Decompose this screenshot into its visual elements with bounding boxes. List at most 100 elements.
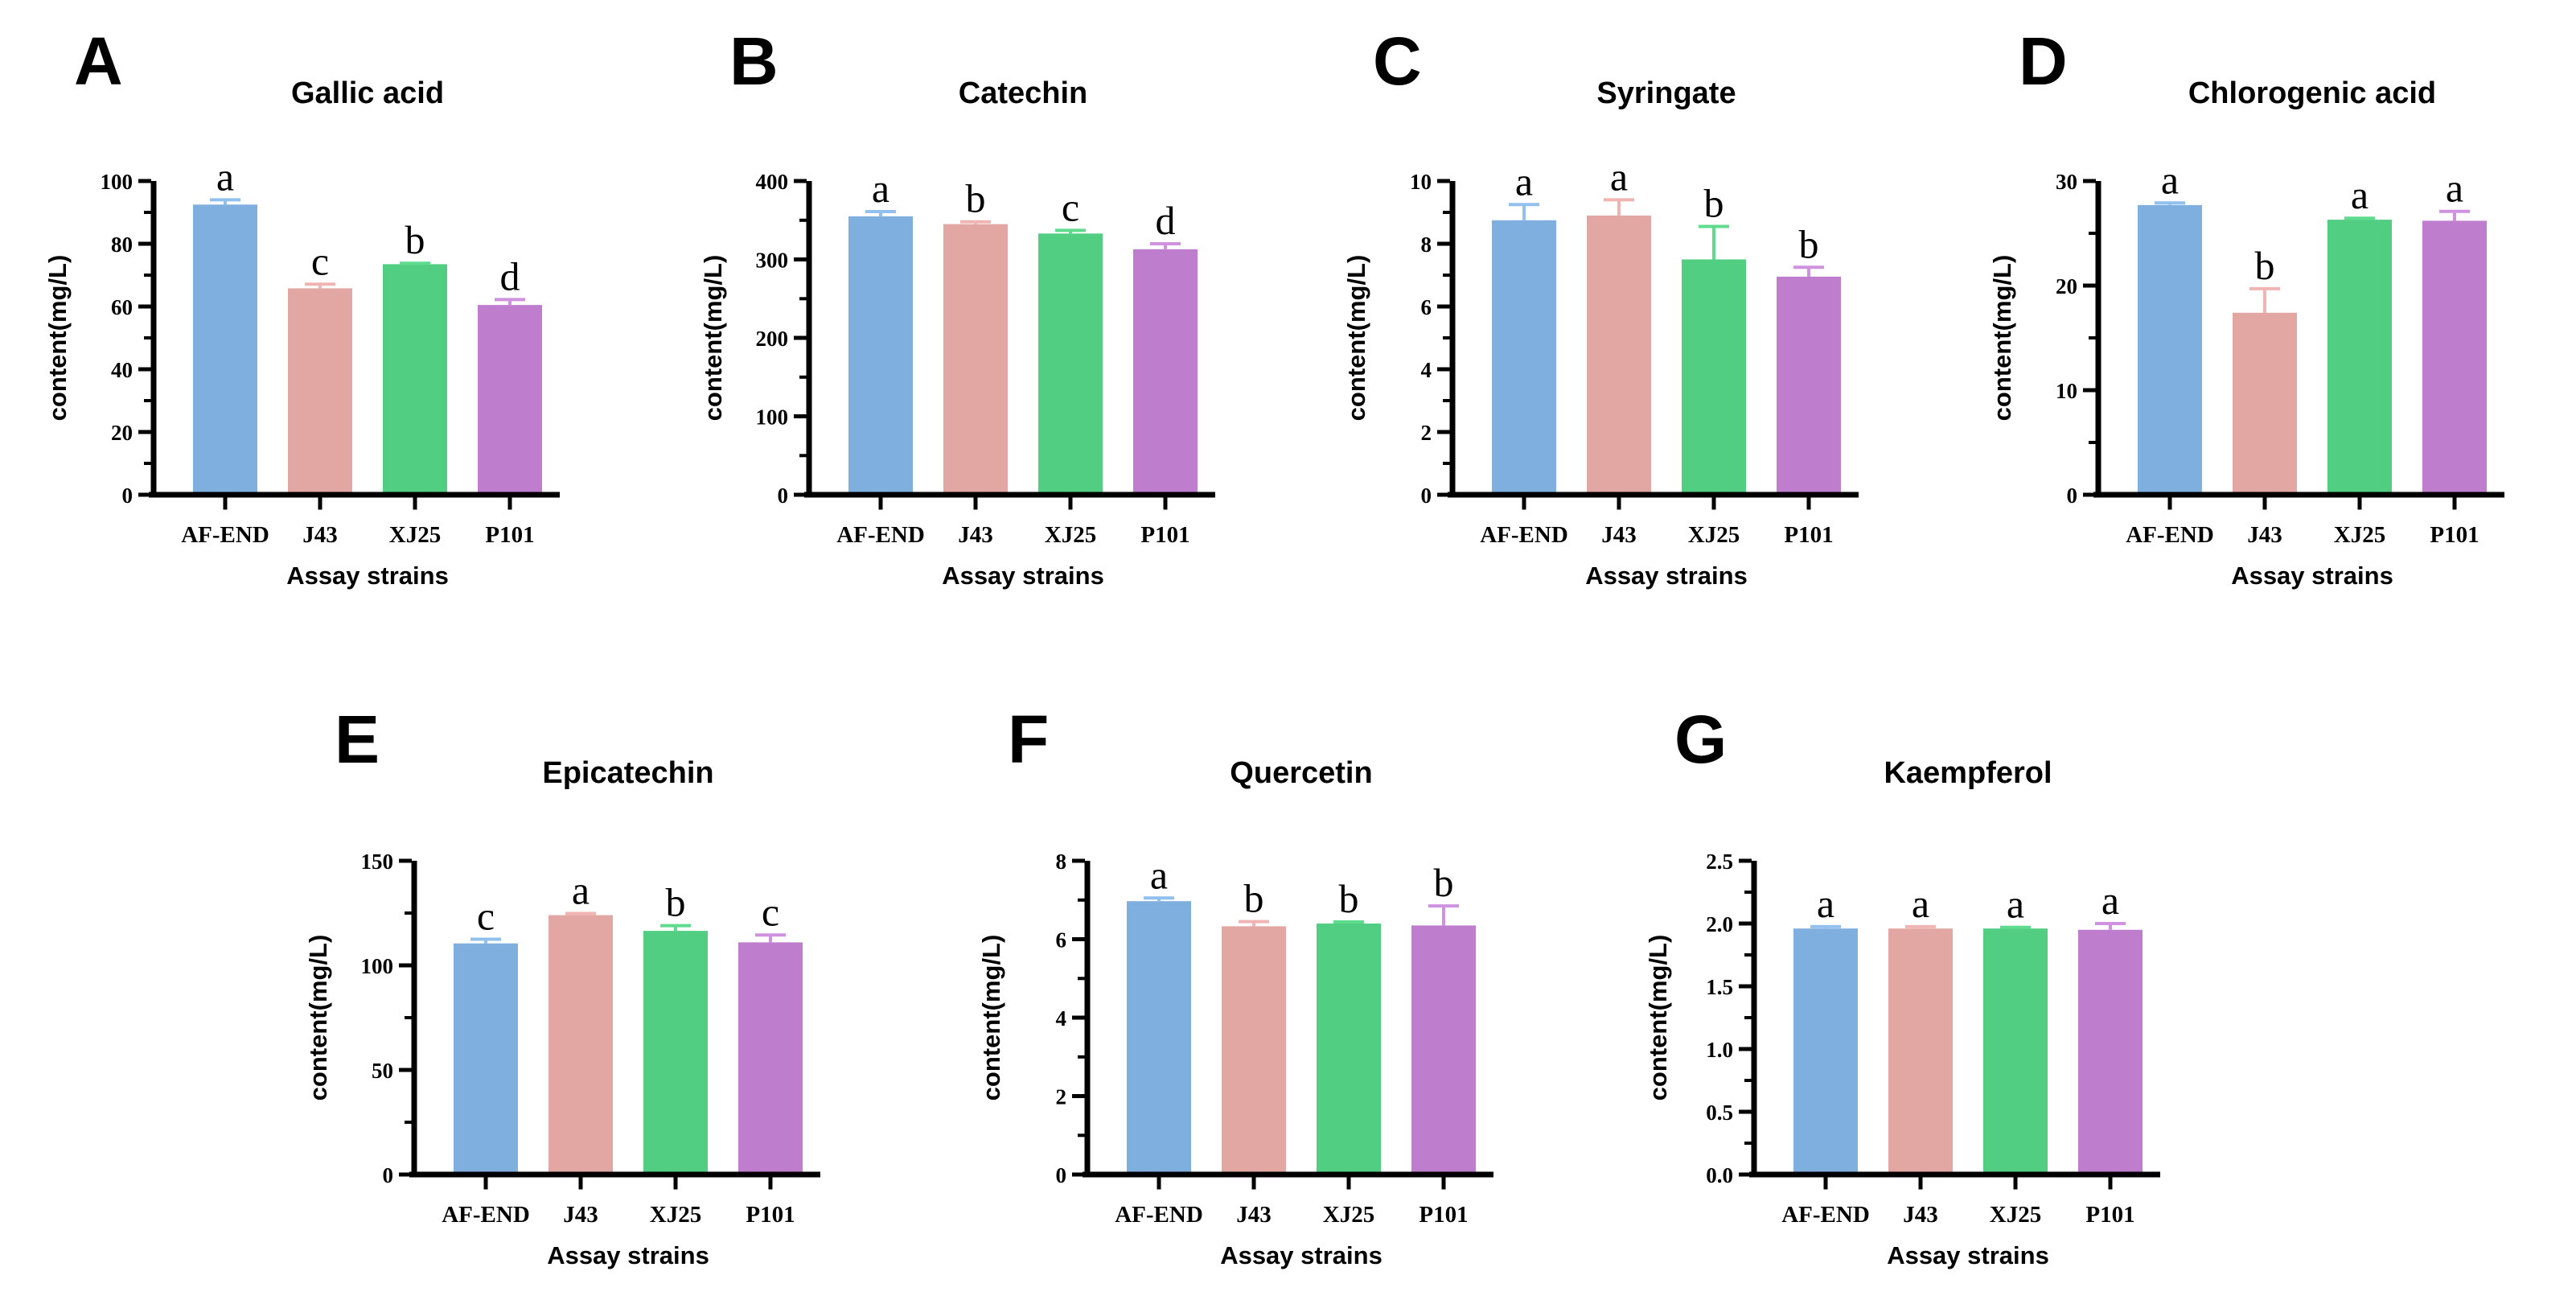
x-tick-label-af-end: AF-END <box>1781 1202 1870 1228</box>
y-tick-label: 0 <box>778 483 789 508</box>
chart-title: Catechin <box>959 76 1087 110</box>
x-tick-label-af-end: AF-END <box>1480 522 1568 548</box>
x-tick-label-xj25: XJ25 <box>389 522 441 548</box>
x-tick-label-j43: J43 <box>1236 1202 1272 1228</box>
bar-af-end <box>1127 901 1191 1175</box>
y-tick-label: 0 <box>1056 1163 1067 1187</box>
y-axis-label: content(mg/L) <box>699 255 727 422</box>
bar-af-end <box>848 216 913 495</box>
y-tick-label: 0.0 <box>1706 1163 1733 1187</box>
x-axis-label: Assay strains <box>1887 1241 2049 1269</box>
significance-letter-p101: a <box>2101 878 2119 923</box>
y-tick-label: 0 <box>2067 483 2078 508</box>
chart-title: Chlorogenic acid <box>2188 76 2436 110</box>
y-tick-label: 100 <box>361 954 394 978</box>
bar-j43 <box>288 288 352 495</box>
panel-gallic-acid: A a c b d 0 20 40 60 80 100 AF-END J43 XJ25 P101 Galli… <box>24 16 668 615</box>
y-tick-label: 8 <box>1056 850 1067 874</box>
significance-letter-j43: b <box>966 176 986 221</box>
y-axis-label: content(mg/L) <box>1644 935 1672 1101</box>
y-tick-label: 2.0 <box>1706 912 1733 936</box>
bar-j43 <box>1888 928 1953 1175</box>
y-tick-label: 0 <box>1421 483 1432 508</box>
significance-letter-xj25: a <box>2351 172 2369 217</box>
bar-xj25 <box>1038 233 1103 495</box>
significance-letter-p101: d <box>500 253 520 298</box>
bar-j43 <box>1587 215 1651 495</box>
chart-title: Epicatechin <box>542 756 713 790</box>
y-tick-label: 0.5 <box>1706 1101 1733 1125</box>
y-axis-label: content(mg/L) <box>1988 255 2016 422</box>
catechin-bar-chart: a b c d 0 100 200 300 400 AF-END J43 XJ25 P101 Catech… <box>699 76 1215 590</box>
significance-letter-j43: c <box>311 238 329 283</box>
panel-chlorogenic-acid: D a b a a 0 10 20 30 AF-END J43 XJ25 P101 Chlorogeni… <box>1969 16 2576 615</box>
bar-p101 <box>2078 929 2143 1175</box>
significance-letter-af-end: a <box>1515 158 1533 204</box>
y-tick-label: 200 <box>756 327 789 351</box>
y-tick-label: 100 <box>101 170 134 194</box>
x-tick-label-xj25: XJ25 <box>1045 522 1096 548</box>
significance-letter-j43: b <box>2255 243 2275 288</box>
bar-af-end <box>193 204 257 496</box>
significance-letter-xj25: b <box>1704 181 1724 226</box>
bar-j43 <box>1222 926 1286 1175</box>
x-tick-label-xj25: XJ25 <box>2334 522 2385 548</box>
significance-letter-xj25: a <box>2007 882 2024 927</box>
significance-letter-p101: a <box>2446 166 2463 211</box>
bar-xj25 <box>1682 259 1746 495</box>
significance-letter-p101: b <box>1434 860 1454 905</box>
y-tick-label: 40 <box>111 358 133 382</box>
chart-title: Syringate <box>1596 76 1736 110</box>
x-tick-label-j43: J43 <box>958 522 993 548</box>
x-tick-label-p101: P101 <box>1784 522 1833 548</box>
x-axis-label: Assay strains <box>286 562 449 590</box>
y-tick-label: 10 <box>1410 170 1432 194</box>
x-tick-label-p101: P101 <box>1140 522 1189 548</box>
y-tick-label: 100 <box>756 405 789 430</box>
x-tick-label-xj25: XJ25 <box>1323 1202 1374 1228</box>
y-axis-label: content(mg/L) <box>43 255 72 422</box>
y-tick-label: 2 <box>1056 1085 1067 1109</box>
bar-p101 <box>478 305 542 495</box>
significance-letter-j43: a <box>1912 881 1929 926</box>
bar-xj25 <box>1983 928 2048 1175</box>
y-tick-label: 4 <box>1421 358 1432 382</box>
chart-title: Quercetin <box>1230 756 1372 790</box>
x-tick-label-xj25: XJ25 <box>1688 522 1740 548</box>
y-tick-label: 0 <box>383 1163 394 1187</box>
y-tick-label: 4 <box>1056 1006 1067 1031</box>
y-axis-label: content(mg/L) <box>1342 255 1370 422</box>
x-tick-label-j43: J43 <box>1601 522 1637 548</box>
panel-letter-g: G <box>1674 701 1728 777</box>
bar-p101 <box>1777 276 1841 495</box>
y-axis-label: content(mg/L) <box>977 935 1005 1101</box>
x-tick-label-af-end: AF-END <box>2126 522 2214 548</box>
significance-letter-af-end: a <box>872 166 889 211</box>
bar-j43 <box>548 915 613 1175</box>
x-tick-label-xj25: XJ25 <box>1990 1202 2041 1228</box>
x-tick-label-af-end: AF-END <box>1115 1202 1203 1228</box>
significance-letter-xj25: b <box>405 217 425 262</box>
bar-j43 <box>943 224 1008 495</box>
panel-letter-e: E <box>335 701 380 777</box>
bar-p101 <box>1411 925 1476 1175</box>
panel-letter-f: F <box>1008 701 1050 777</box>
x-tick-label-j43: J43 <box>563 1202 598 1228</box>
significance-letter-j43: a <box>572 868 590 913</box>
y-tick-label: 2 <box>1421 421 1432 445</box>
x-axis-label: Assay strains <box>547 1241 709 1269</box>
kaempferol-bar-chart: a a a a 0.0 0.5 1.0 1.5 2.0 2.5 AF-END J43 XJ25 P101 K… <box>1644 756 2160 1269</box>
y-tick-label: 1.5 <box>1706 975 1733 999</box>
panel-epicatechin: E c a b c 0 50 100 150 AF-END J43 XJ25 P101 Epicatec… <box>285 696 928 1295</box>
significance-letter-af-end: a <box>216 154 234 199</box>
significance-letter-af-end: a <box>2161 157 2179 202</box>
y-tick-label: 30 <box>2056 170 2077 194</box>
panel-letter-d: D <box>2019 23 2068 99</box>
y-tick-label: 0 <box>122 483 134 508</box>
x-tick-label-af-end: AF-END <box>442 1202 530 1228</box>
x-tick-label-j43: J43 <box>2247 522 2282 548</box>
bar-xj25 <box>1317 924 1381 1175</box>
bar-af-end <box>1793 928 1858 1175</box>
x-tick-label-xj25: XJ25 <box>650 1202 701 1228</box>
bar-af-end <box>454 943 518 1175</box>
